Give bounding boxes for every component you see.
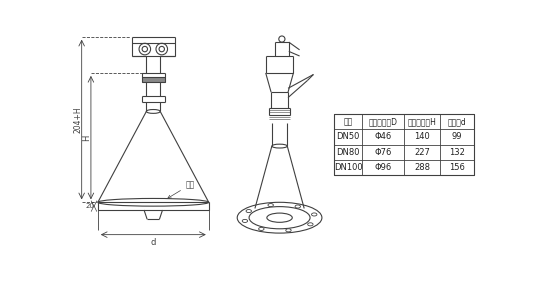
Bar	[142, 77, 165, 82]
Ellipse shape	[311, 213, 317, 216]
Text: 法兰: 法兰	[343, 117, 353, 126]
Text: DN50: DN50	[337, 132, 360, 141]
Text: 140: 140	[415, 132, 430, 141]
Ellipse shape	[268, 203, 273, 207]
Ellipse shape	[258, 227, 264, 230]
Ellipse shape	[246, 210, 251, 213]
Text: 288: 288	[414, 163, 431, 172]
Text: 132: 132	[449, 148, 465, 157]
Bar	[334, 114, 474, 175]
Text: H: H	[82, 134, 91, 141]
Text: 喇叭口直径D: 喇叭口直径D	[368, 117, 398, 126]
Text: 法兰: 法兰	[168, 180, 195, 198]
Text: DN100: DN100	[334, 163, 362, 172]
Ellipse shape	[295, 205, 300, 208]
Text: Φ46: Φ46	[375, 132, 392, 141]
Ellipse shape	[307, 223, 313, 226]
Text: 20: 20	[86, 203, 95, 209]
Text: DN80: DN80	[337, 148, 360, 157]
Text: d: d	[151, 238, 156, 247]
Ellipse shape	[286, 229, 291, 232]
Ellipse shape	[242, 219, 248, 222]
Text: 99: 99	[452, 132, 463, 141]
Text: 喇叭口高度H: 喇叭口高度H	[408, 117, 437, 126]
Text: 四氟盘d: 四氟盘d	[448, 117, 466, 126]
Text: 204+H: 204+H	[73, 106, 82, 133]
Text: Φ96: Φ96	[375, 163, 392, 172]
Text: Φ76: Φ76	[375, 148, 392, 157]
Text: 156: 156	[449, 163, 465, 172]
Text: 227: 227	[415, 148, 430, 157]
